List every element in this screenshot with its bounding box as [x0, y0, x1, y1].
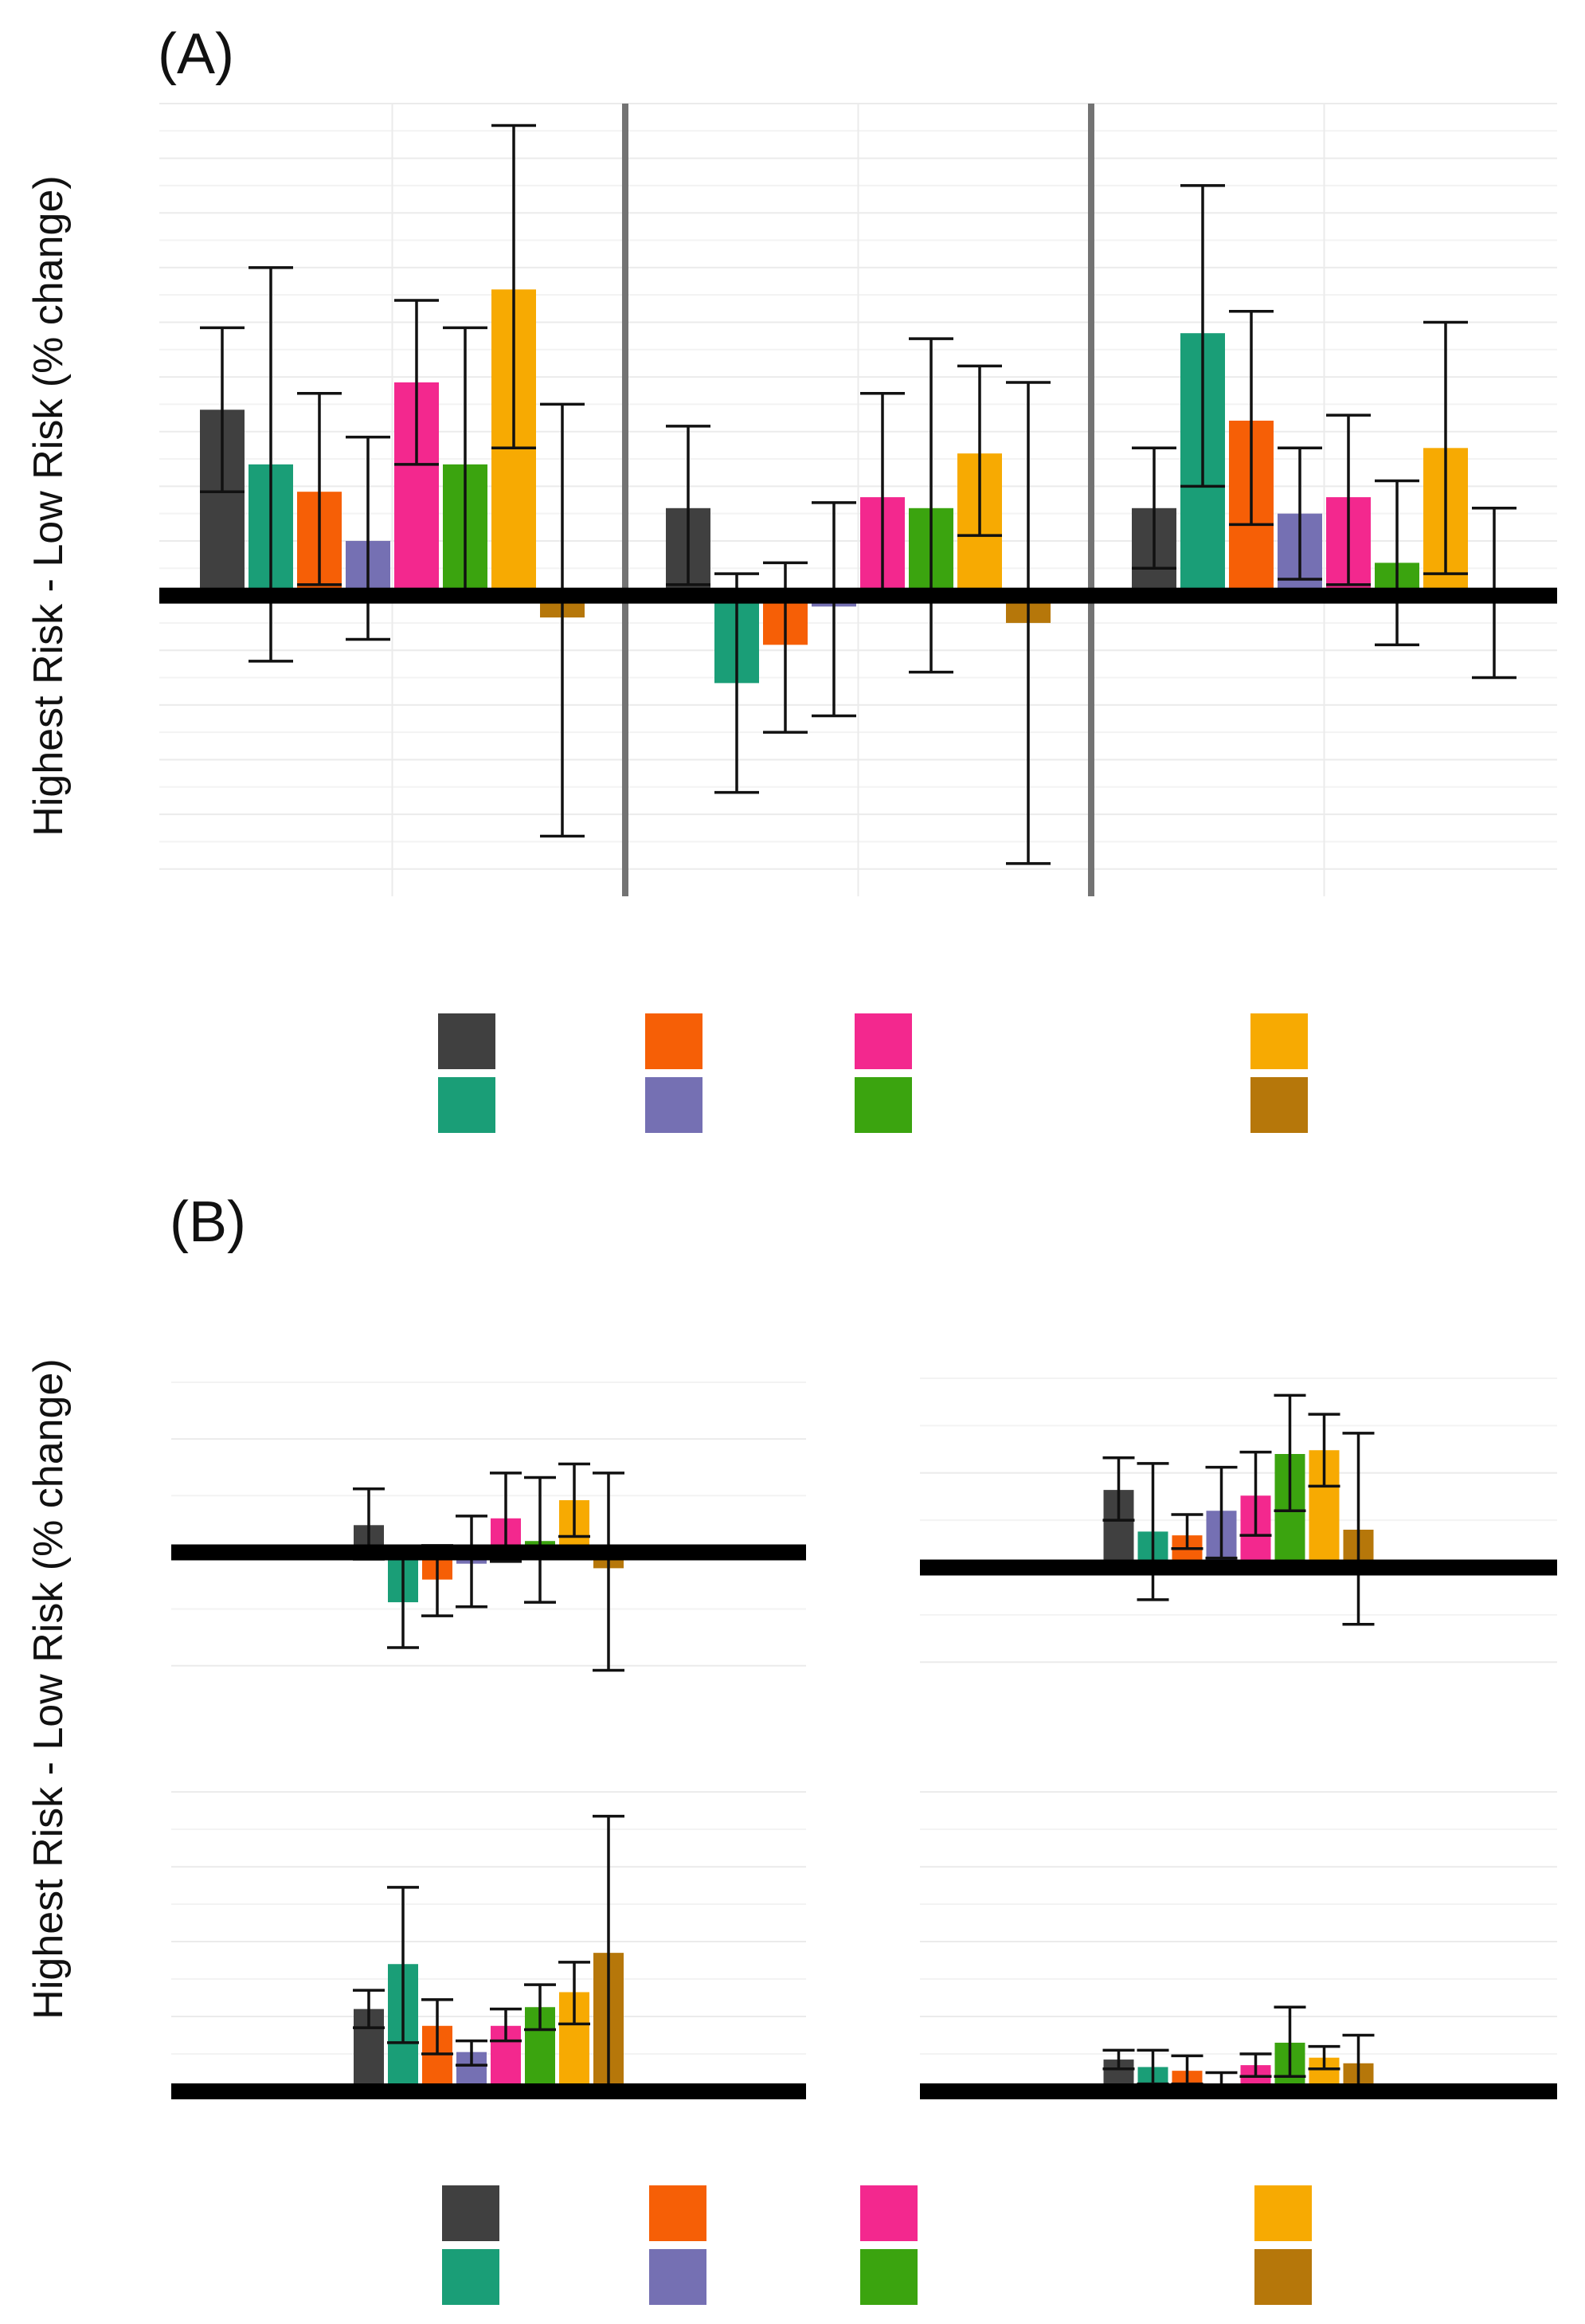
error-bar-non-methyl-folates-60-74-y — [1171, 1513, 1203, 1550]
error-bar-total-serum-ge75-y — [812, 501, 856, 718]
error-bar-mefox-non-hispanic-white — [490, 2007, 522, 2043]
panel-a-label: (A) — [158, 22, 234, 86]
error-bar-rbc-ge75-y — [346, 435, 390, 641]
error-bar-5-methylthf-other — [593, 1472, 624, 1672]
panel-b-y-axis-label: Highest Risk - Low Risk (% change) — [25, 1358, 72, 2019]
legend-swatch-total — [438, 1013, 495, 1069]
legend-swatch-hispanic — [1250, 1013, 1308, 1069]
legend-swatch-60-74-y — [645, 1013, 702, 1069]
legend-swatch-other — [1250, 1077, 1308, 1133]
legend-swatch-60-74-y — [649, 2185, 706, 2241]
error-bar-non-methyl-folates-other — [1342, 1432, 1375, 1626]
error-bar-non-methyl-folates-hispanic — [1308, 1413, 1340, 1488]
error-bar-rbc-total-serum-ratio-ge75-y — [1278, 446, 1322, 581]
error-bar-umfa-hispanic — [1308, 2044, 1340, 2071]
error-bar-rbc-hispanic — [491, 123, 536, 450]
error-bar-mefox-16-59-y — [387, 1886, 419, 2044]
panel-a-plot — [159, 103, 1557, 896]
legend-b — [442, 2185, 1312, 2305]
error-bar-5-methylthf-hispanic — [558, 1462, 590, 1538]
error-bar-non-methyl-folates-total — [1102, 1456, 1135, 1522]
error-bar-total-serum-total — [666, 425, 710, 586]
legend-swatch-non-hispanic-white — [860, 2185, 918, 2241]
error-bar-rbc-total-serum-ratio-16-59-y — [1180, 184, 1225, 488]
error-bar-mefox-non-hispanic-black — [524, 1983, 556, 2032]
error-bar-mefox-ge75-y — [456, 2039, 487, 2067]
error-bar-total-serum-16-59-y — [714, 572, 759, 794]
error-bar-total-serum-non-hispanic-black — [909, 337, 953, 674]
error-bar-total-serum-other — [1006, 381, 1051, 865]
error-bar-rbc-total — [200, 326, 245, 493]
legend-swatch-non-hispanic-black — [860, 2249, 918, 2305]
panel-a-y-axis-label: Highest Risk - Low Risk (% change) — [25, 175, 72, 836]
error-bar-rbc-other — [540, 402, 585, 838]
legend-swatch-16-59-y — [442, 2249, 499, 2305]
error-bar-umfa-total — [1102, 2048, 1135, 2071]
error-bar-non-methyl-folates-ge75-y — [1205, 1465, 1238, 1560]
error-bar-non-methyl-folates-16-59-y — [1137, 1462, 1169, 1601]
legend-swatch-non-hispanic-black — [855, 1077, 912, 1133]
legend-swatch-ge75-y — [645, 1077, 702, 1133]
error-bar-non-methyl-folates-non-hispanic-white — [1239, 1450, 1272, 1537]
legend-swatch-total — [442, 2185, 499, 2241]
error-bar-5-methylthf-ge75-y — [456, 1515, 487, 1609]
legend-swatch-other — [1254, 2249, 1312, 2305]
legend-a — [438, 1013, 1308, 1133]
error-bar-mefox-hispanic — [558, 1961, 590, 2026]
panel-b-plot — [171, 1378, 1557, 2099]
error-bar-mefox-60-74-y — [421, 1998, 453, 2056]
legend-swatch-16-59-y — [438, 1077, 495, 1133]
error-bar-rbc-total-serum-ratio-hispanic — [1423, 320, 1468, 575]
error-bar-rbc-total-serum-ratio-total — [1132, 446, 1176, 570]
error-bar-5-methylthf-non-hispanic-black — [524, 1476, 556, 1604]
legend-swatch-hispanic — [1254, 2185, 1312, 2241]
error-bar-rbc-total-serum-ratio-non-hispanic-white — [1326, 413, 1371, 586]
error-bar-umfa-non-hispanic-black — [1274, 2005, 1306, 2078]
error-bar-mefox-total — [353, 1989, 385, 2029]
error-bar-rbc-non-hispanic-white — [394, 299, 439, 466]
error-bar-rbc-total-serum-ratio-60-74-y — [1229, 310, 1274, 527]
error-bar-non-methyl-folates-non-hispanic-black — [1274, 1393, 1306, 1512]
error-bar-rbc-total-serum-ratio-non-hispanic-black — [1375, 479, 1419, 647]
error-bar-umfa-non-hispanic-white — [1239, 2052, 1272, 2078]
error-bar-rbc-60-74-y — [297, 391, 342, 586]
panel-b-label: (B) — [170, 1190, 246, 1254]
legend-swatch-ge75-y — [649, 2249, 706, 2305]
legend-swatch-non-hispanic-white — [855, 1013, 912, 1069]
error-bar-total-serum-hispanic — [957, 364, 1002, 537]
